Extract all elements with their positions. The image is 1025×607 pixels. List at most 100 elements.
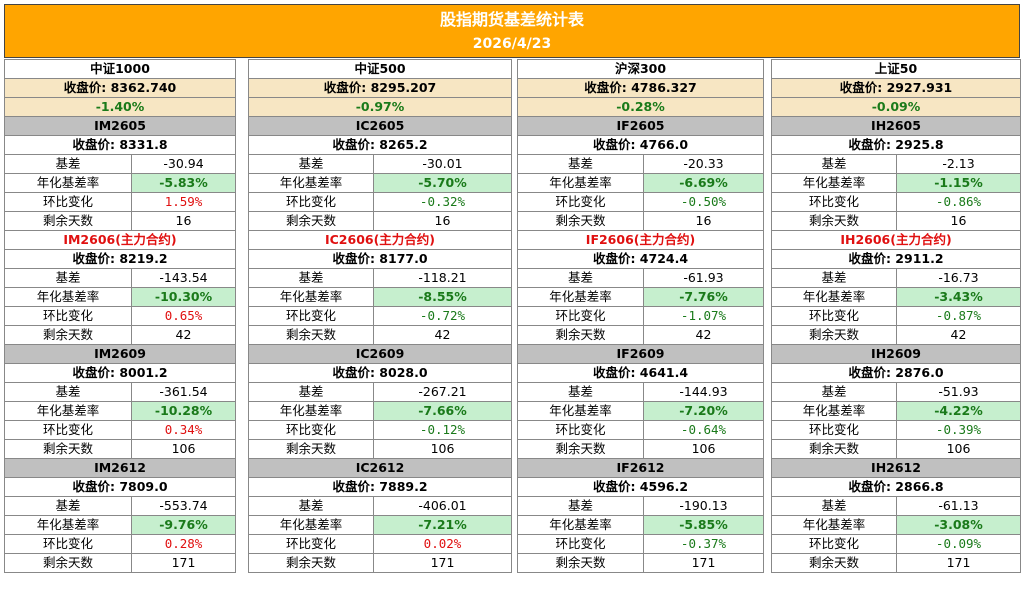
annual-label: 年化基差率 xyxy=(248,287,374,307)
contract-name: IH2606(主力合约) xyxy=(771,230,1021,250)
contract-close-value: 4766.0 xyxy=(639,137,689,152)
index-name: 中证1000 xyxy=(3,59,237,79)
close-label: 收盘价: xyxy=(592,251,636,266)
annual-rate-value: -3.43% xyxy=(896,287,1021,307)
days-value: 106 xyxy=(643,439,764,459)
basis-value: -118.21 xyxy=(373,268,512,288)
index-name: 上证50 xyxy=(771,59,1021,79)
close-label: 收盘价: xyxy=(332,365,375,380)
close-label: 收盘价: xyxy=(332,251,375,266)
close-label: 收盘价: xyxy=(592,365,636,380)
contract-close: 收盘价: 4596.2 xyxy=(517,477,764,497)
days-value: 16 xyxy=(373,211,512,231)
contract-name: IM2609 xyxy=(3,344,237,364)
annual-rate-value: -7.21% xyxy=(373,515,512,535)
basis-label: 基差 xyxy=(248,154,374,174)
annual-label: 年化基差率 xyxy=(517,173,644,193)
annual-label: 年化基差率 xyxy=(517,401,644,421)
contract-close-value: 2866.8 xyxy=(895,479,944,494)
basis-label: 基差 xyxy=(4,382,132,402)
days-label: 剩余天数 xyxy=(771,439,897,459)
contract-name: IF2612 xyxy=(517,458,764,478)
days-value: 16 xyxy=(643,211,764,231)
index-panel: 中证500 收盘价: 8295.207 -0.97% IC2605 收盘价: 8265.… xyxy=(248,59,512,573)
basis-label: 基差 xyxy=(771,496,897,516)
basis-value: -143.54 xyxy=(130,268,237,288)
basis-label: 基差 xyxy=(771,382,897,402)
contract-close-value: 7889.2 xyxy=(379,479,428,494)
annual-rate-value: -5.83% xyxy=(130,173,237,193)
basis-value: -144.93 xyxy=(643,382,764,402)
mom-value: -0.86% xyxy=(896,192,1021,212)
close-label: 收盘价: xyxy=(72,479,115,494)
mom-label: 环比变化 xyxy=(771,192,897,212)
days-value: 171 xyxy=(373,553,512,573)
close-label: 收盘价: xyxy=(839,80,883,95)
days-label: 剩余天数 xyxy=(771,325,897,345)
annual-rate-value: -10.28% xyxy=(130,401,237,421)
annual-rate-value: -7.76% xyxy=(643,287,764,307)
annual-rate-value: -7.20% xyxy=(643,401,764,421)
days-value: 42 xyxy=(373,325,512,345)
mom-value: -0.64% xyxy=(643,420,764,440)
days-label: 剩余天数 xyxy=(248,439,374,459)
contract-close: 收盘价: 2911.2 xyxy=(771,249,1021,269)
basis-value: -20.33 xyxy=(643,154,764,174)
contract-name: IM2606(主力合约) xyxy=(3,230,237,250)
index-close-value: 8362.740 xyxy=(110,80,177,95)
mom-label: 环比变化 xyxy=(517,306,644,326)
contract-name: IC2606(主力合约) xyxy=(248,230,512,250)
days-label: 剩余天数 xyxy=(517,553,644,573)
mom-label: 环比变化 xyxy=(4,306,132,326)
days-label: 剩余天数 xyxy=(248,553,374,573)
mom-value: 0.34% xyxy=(130,420,237,440)
mom-value: 1.59% xyxy=(130,192,237,212)
contract-close: 收盘价: 4641.4 xyxy=(517,363,764,383)
days-value: 16 xyxy=(896,211,1021,231)
index-change: -0.09% xyxy=(771,97,1021,117)
contract-close: 收盘价: 7889.2 xyxy=(248,477,512,497)
basis-label: 基差 xyxy=(248,268,374,288)
mom-label: 环比变化 xyxy=(771,534,897,554)
basis-label: 基差 xyxy=(517,268,644,288)
days-value: 42 xyxy=(896,325,1021,345)
mom-value: -0.72% xyxy=(373,306,512,326)
index-panel: 上证50 收盘价: 2927.931 -0.09% IH2605 收盘价: 2925.8… xyxy=(771,59,1021,573)
days-value: 171 xyxy=(643,553,764,573)
close-label: 收盘价: xyxy=(848,365,891,380)
contract-name: IF2605 xyxy=(517,116,764,136)
annual-rate-value: -1.15% xyxy=(896,173,1021,193)
contract-close-value: 8001.2 xyxy=(119,365,168,380)
basis-label: 基差 xyxy=(771,268,897,288)
annual-label: 年化基差率 xyxy=(771,515,897,535)
annual-rate-value: -8.55% xyxy=(373,287,512,307)
annual-rate-value: -5.70% xyxy=(373,173,512,193)
contract-close: 收盘价: 8177.0 xyxy=(248,249,512,269)
contract-close-value: 4724.4 xyxy=(639,251,689,266)
days-value: 42 xyxy=(643,325,764,345)
contract-close-value: 8265.2 xyxy=(379,137,428,152)
close-label: 收盘价: xyxy=(848,251,891,266)
contract-close-value: 2876.0 xyxy=(895,365,944,380)
days-value: 42 xyxy=(130,325,237,345)
basis-label: 基差 xyxy=(771,154,897,174)
mom-value: -0.50% xyxy=(643,192,764,212)
basis-label: 基差 xyxy=(517,496,644,516)
index-close-value: 4786.327 xyxy=(631,80,697,95)
annual-rate-value: -4.22% xyxy=(896,401,1021,421)
annual-label: 年化基差率 xyxy=(248,173,374,193)
close-label: 收盘价: xyxy=(848,479,891,494)
contract-close: 收盘价: 2876.0 xyxy=(771,363,1021,383)
annual-rate-value: -10.30% xyxy=(130,287,237,307)
annual-label: 年化基差率 xyxy=(4,173,132,193)
mom-label: 环比变化 xyxy=(517,420,644,440)
index-close: 收盘价: 4786.327 xyxy=(517,78,764,98)
contract-close: 收盘价: 2866.8 xyxy=(771,477,1021,497)
annual-rate-value: -9.76% xyxy=(130,515,237,535)
annual-label: 年化基差率 xyxy=(771,401,897,421)
days-label: 剩余天数 xyxy=(4,439,132,459)
annual-rate-value: -5.85% xyxy=(643,515,764,535)
mom-value: 0.02% xyxy=(373,534,512,554)
annual-label: 年化基差率 xyxy=(248,515,374,535)
contract-close-value: 4596.2 xyxy=(639,479,689,494)
